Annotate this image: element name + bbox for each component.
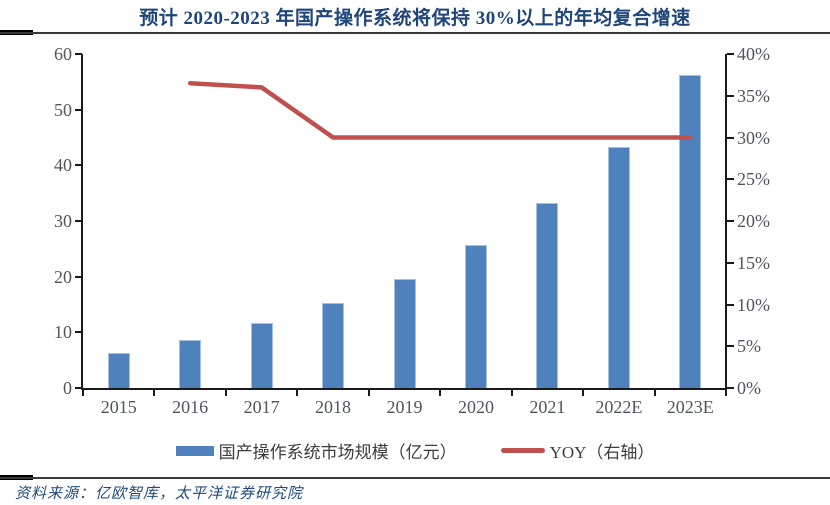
left-axis-tick	[75, 387, 82, 389]
line-series-label: YOY（右轴）	[549, 443, 655, 462]
x-axis	[81, 388, 727, 390]
left-axis-tick-label: 30	[54, 211, 72, 231]
left-axis-tick	[75, 331, 82, 334]
right-axis-tick-label: 20%	[737, 211, 770, 231]
right-axis-tick-label: 0%	[737, 378, 761, 398]
x-axis-tick	[224, 390, 227, 396]
left-axis-tick	[75, 275, 82, 278]
right-axis-tick	[727, 387, 734, 389]
bar-2022E	[607, 146, 630, 388]
right-axis-tick	[727, 94, 734, 97]
x-axis-category-label: 2018	[315, 397, 352, 417]
bar-2021	[536, 202, 559, 388]
right-axis-tick	[727, 303, 734, 306]
bar-series-label: 国产操作系统市场规模（亿元）	[218, 443, 457, 462]
x-axis-tick	[439, 390, 442, 396]
x-axis-category-label: 2021	[529, 397, 566, 417]
x-axis-category-label: 2022E	[595, 397, 643, 417]
right-axis-tick-label: 30%	[737, 127, 770, 148]
divider-line	[0, 477, 830, 479]
x-axis-tick	[82, 390, 84, 396]
legend-item-line: YOY（右轴）	[500, 438, 655, 463]
right-axis-tick	[727, 345, 734, 348]
chart-legend: 国产操作系统市场规模（亿元） YOY（右轴）	[0, 438, 830, 463]
bar-2019	[393, 278, 416, 388]
x-axis-category-label: 2015	[100, 397, 137, 417]
x-axis-category-label: 2023E	[666, 397, 714, 417]
bar-2016	[179, 340, 202, 388]
x-axis-category-label: 2017	[243, 397, 280, 417]
right-axis-tick	[727, 220, 734, 222]
left-axis-tick	[75, 53, 82, 55]
right-axis-tick-label: 40%	[737, 44, 770, 64]
left-axis-tick-label: 0	[63, 378, 72, 398]
bar-series-swatch	[175, 445, 214, 456]
right-axis-tick-label: 10%	[737, 294, 770, 315]
left-axis-tick-label: 10	[54, 322, 72, 343]
x-axis-tick	[296, 390, 299, 396]
line-series-swatch	[500, 448, 545, 453]
right-axis-tick-label: 25%	[737, 169, 770, 190]
x-axis-tick	[153, 390, 156, 396]
right-y-axis	[725, 54, 727, 390]
right-axis-tick	[727, 261, 734, 264]
left-axis-tick	[75, 108, 82, 111]
legend-item-bars: 国产操作系统市场规模（亿元）	[175, 438, 457, 463]
left-axis-tick-label: 20	[54, 266, 72, 287]
divider-line	[0, 32, 830, 34]
x-axis-category-label: 2019	[386, 397, 423, 417]
x-axis-category-label: 2020	[457, 397, 494, 417]
chart-area: 0 10 20 30 40 50 60 0% 5% 10% 15% 20% 25% 30% 35% 40% 20…	[54, 44, 770, 417]
top-divider	[0, 30, 830, 35]
left-axis-tick	[75, 220, 82, 222]
right-axis-tick-label: 35%	[737, 85, 770, 106]
left-axis-tick-label: 60	[54, 44, 72, 64]
bar-2017	[250, 322, 273, 388]
chart-title: 预计 2020-2023 年国产操作系统将保持 30%以上的年均复合增速	[139, 8, 691, 29]
right-axis-tick-label: 15%	[737, 252, 770, 273]
bottom-divider	[0, 475, 830, 480]
left-y-axis	[81, 54, 83, 390]
bar-2023E	[679, 75, 702, 388]
bar-2020	[464, 245, 487, 388]
left-axis-tick-label: 50	[54, 99, 72, 120]
x-axis-tick	[725, 390, 727, 396]
x-axis-category-label: 2016	[172, 397, 209, 417]
right-axis-tick-label: 5%	[737, 336, 761, 357]
left-axis-tick-label: 40	[54, 155, 72, 176]
x-axis-tick	[367, 390, 370, 396]
source-note: 资料来源：亿欧智库，太平洋证券研究院	[15, 486, 304, 502]
x-axis-tick	[653, 390, 656, 396]
left-axis-tick	[75, 164, 82, 167]
x-axis-tick	[582, 390, 585, 396]
bar-2015	[107, 352, 130, 388]
right-axis-tick	[727, 178, 734, 181]
bar-2018	[322, 303, 345, 388]
right-axis-tick	[727, 136, 734, 139]
x-axis-tick	[510, 390, 513, 396]
right-axis-tick	[727, 53, 734, 55]
